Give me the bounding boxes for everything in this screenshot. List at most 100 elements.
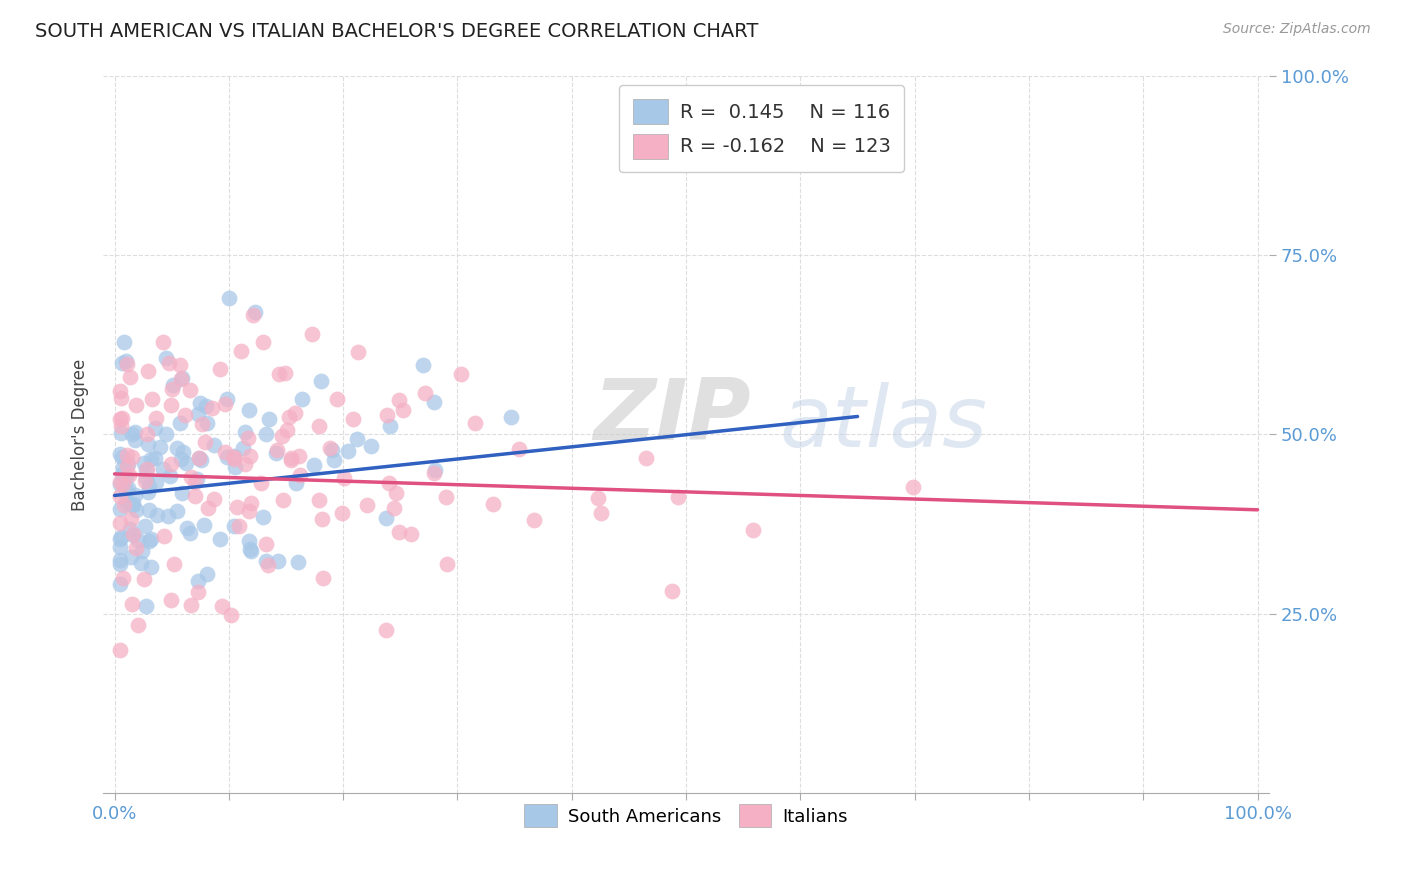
Point (176, 521, 198, 535)
Point (231, 344, 253, 359)
Point (127, 533, 149, 547)
Point (170, 371, 193, 385)
Point (309, 374, 332, 388)
Point (346, 432, 368, 446)
Point (122, 498, 145, 512)
Point (122, 528, 145, 542)
Point (135, 599, 157, 613)
Point (162, 383, 184, 397)
Point (499, 409, 522, 424)
Text: SOUTH AMERICAN VS ITALIAN BACHELOR'S DEGREE CORRELATION CHART: SOUTH AMERICAN VS ITALIAN BACHELOR'S DEG… (35, 22, 758, 41)
Point (179, 384, 201, 398)
Point (382, 501, 405, 516)
Point (240, 496, 263, 510)
Point (215, 392, 238, 407)
Point (127, 617, 149, 632)
Point (378, 418, 401, 433)
Point (132, 456, 155, 470)
Point (321, 443, 343, 458)
Point (222, 452, 245, 467)
Point (239, 449, 262, 463)
Point (120, 549, 142, 564)
Point (156, 509, 179, 524)
Point (139, 452, 162, 467)
Point (172, 445, 194, 459)
Point (308, 493, 330, 508)
Point (233, 457, 256, 471)
Point (252, 334, 274, 349)
Point (143, 451, 166, 466)
Point (195, 416, 218, 430)
Point (342, 411, 364, 425)
Point (157, 356, 180, 370)
Point (202, 438, 225, 452)
Point (124, 434, 146, 448)
Point (273, 366, 295, 380)
Point (117, 481, 139, 495)
Point (388, 524, 411, 539)
Point (311, 511, 333, 525)
Point (219, 608, 242, 623)
Point (187, 450, 209, 465)
Point (399, 527, 422, 541)
Point (360, 439, 382, 453)
Point (392, 403, 415, 417)
Point (110, 557, 132, 571)
Point (110, 391, 132, 405)
Point (333, 471, 356, 485)
Point (742, 523, 765, 537)
Point (235, 425, 257, 439)
Point (172, 485, 194, 500)
Point (111, 467, 134, 481)
Point (346, 345, 368, 359)
Point (118, 370, 141, 384)
Point (463, 417, 485, 431)
Point (121, 511, 143, 525)
Point (139, 559, 162, 574)
Point (166, 504, 188, 518)
Point (238, 503, 260, 517)
Point (285, 476, 308, 491)
Point (187, 407, 209, 421)
Point (190, 417, 212, 431)
Point (356, 498, 378, 512)
Point (110, 425, 132, 440)
Point (110, 502, 132, 516)
Point (125, 398, 148, 412)
Point (378, 475, 401, 490)
Point (413, 386, 436, 401)
Point (187, 584, 209, 599)
Point (136, 436, 159, 450)
Point (323, 452, 346, 467)
Point (110, 530, 132, 544)
Point (375, 511, 398, 525)
Point (634, 451, 657, 466)
Point (110, 540, 132, 554)
Point (117, 458, 139, 472)
Point (112, 460, 135, 475)
Point (190, 453, 212, 467)
Point (591, 506, 613, 520)
Point (180, 470, 202, 484)
Point (124, 425, 146, 440)
Text: Source: ZipAtlas.com: Source: ZipAtlas.com (1223, 22, 1371, 37)
Point (388, 393, 411, 408)
Point (132, 572, 155, 586)
Point (146, 508, 169, 522)
Point (115, 493, 138, 508)
Point (277, 410, 299, 425)
Point (152, 462, 174, 476)
Point (202, 491, 225, 506)
Point (254, 427, 277, 442)
Point (412, 358, 434, 372)
Point (224, 449, 246, 463)
Point (114, 354, 136, 368)
Point (226, 500, 249, 515)
Point (208, 361, 231, 376)
Point (155, 351, 177, 365)
Point (242, 309, 264, 323)
Point (666, 490, 689, 504)
Point (184, 489, 207, 503)
Point (110, 577, 132, 591)
Point (110, 643, 132, 657)
